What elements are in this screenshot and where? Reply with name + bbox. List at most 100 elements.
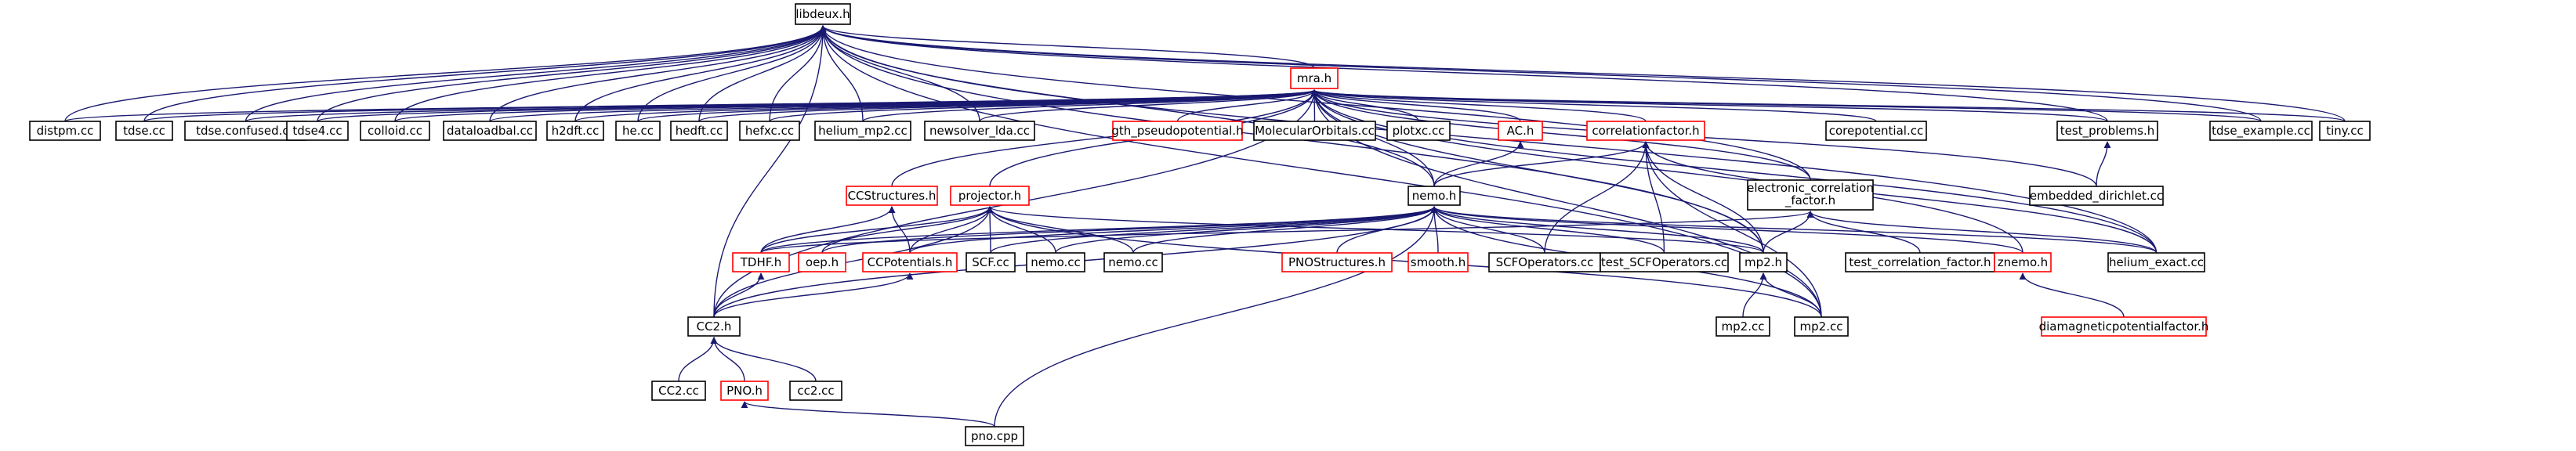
node-h2dft-cc[interactable]: h2dft.cc (546, 121, 604, 141)
edge-projector-h-to-oep-h (821, 206, 994, 254)
edge-projector-h-to-scf-cc (986, 206, 994, 254)
node-hefxc-cc[interactable]: hefxc.cc (739, 121, 800, 141)
node-plotxc-cc[interactable]: plotxc.cc (1386, 121, 1451, 141)
edge-libdeux-h-to-tdse-confused-cc (245, 25, 827, 122)
node-pno-cpp[interactable]: pno.cpp (965, 426, 1024, 446)
node-ac-h[interactable]: AC.h (1498, 121, 1543, 141)
edge-mra-h-to-electronic-correlation-factor-h (1310, 89, 1811, 181)
node-cc2-cc-1[interactable]: CC2.cc (651, 381, 706, 401)
node-molecularorbitals-cc[interactable]: MolecularOrbitals.cc (1253, 121, 1376, 141)
node-box (115, 121, 173, 141)
node-test-correlation-factor-h[interactable]: test_correlation_factor.h (1845, 252, 1995, 272)
node-test-problems-h[interactable]: test_problems.h (2056, 121, 2158, 141)
edge-projector-h-to-tdhf-h (760, 206, 994, 254)
node-nemo-cc-2[interactable]: nemo.cc (1103, 252, 1163, 272)
node-tdhf-h[interactable]: TDHF.h (732, 252, 790, 272)
node-label: hedft.cc (676, 124, 723, 138)
node-label: projector.h (958, 189, 1021, 203)
node-nemo-h[interactable]: nemo.h (1408, 186, 1461, 206)
node-box (846, 186, 938, 206)
node-test-scfoperators-cc[interactable]: test_SCFOperators.cc (1600, 252, 1729, 272)
node-znemo-h[interactable]: znemo.h (1994, 252, 2052, 272)
node-label: helium_mp2.cc (818, 124, 908, 139)
node-box (1747, 179, 1874, 211)
node-label: CC2.h (697, 319, 732, 334)
node-tdse-confused-cc[interactable]: tdse.confused.cc (184, 121, 307, 141)
node-box (1103, 252, 1163, 272)
node-projector-h[interactable]: projector.h (950, 186, 1030, 206)
node-ccstructures-h[interactable]: CCStructures.h (846, 186, 938, 206)
edge-libdeux-h-to-tdse-cc (143, 25, 827, 122)
node-tiny-cc[interactable]: tiny.cc (2319, 121, 2371, 141)
node-box (29, 121, 101, 141)
node-label: tiny.cc (2326, 124, 2364, 138)
node-cc2-h[interactable]: CC2.h (687, 316, 741, 337)
edge-libdeux-h-to-h2dft-cc (574, 25, 827, 122)
node-label: nemo.cc (1031, 255, 1081, 269)
node-mp2-cc-1[interactable]: mp2.cc (1716, 316, 1770, 337)
node-box (1739, 252, 1788, 272)
node-correlationfactor-h[interactable]: correlationfactor.h (1586, 121, 1705, 141)
node-label: pno.cpp (971, 429, 1018, 443)
node-box (950, 186, 1030, 206)
node-pnostructures-h[interactable]: PNOStructures.h (1281, 252, 1393, 272)
node-newsolver-lda-cc[interactable]: newsolver_lda.cc (924, 121, 1035, 141)
node-label: cc2.cc (797, 384, 834, 398)
edge-ac-h-to-nemo-h (1433, 141, 1524, 187)
edge-electronic-correlation-factor-h-to-test-correlation-factor-h (1806, 211, 1921, 254)
node-label: test_correlation_factor.h (1849, 255, 1991, 270)
node-helium-mp2-cc[interactable]: helium_mp2.cc (814, 121, 911, 141)
node-label: tdse.confused.cc (196, 124, 295, 138)
node-box (1825, 121, 1927, 141)
edge-nemo-h-to-nemo-cc-1 (1055, 206, 1438, 254)
node-scf-cc[interactable]: SCF.cc (966, 252, 1016, 272)
node-colloid-cc[interactable]: colloid.cc (360, 121, 430, 141)
node-box (2319, 121, 2371, 141)
node-oep-h[interactable]: oep.h (798, 252, 846, 272)
node-label: znemo.h (1998, 255, 2048, 269)
node-label: CCPotentials.h (868, 255, 953, 269)
node-box (2029, 186, 2164, 206)
node-helium-exact-cc[interactable]: helium_exact.cc (2107, 252, 2205, 272)
edge-ccstructures-h-to-tdhf-h (760, 206, 896, 254)
node-dataloadbal-cc[interactable]: dataloadbal.cc (443, 121, 537, 141)
node-mp2-cc-2[interactable]: mp2.cc (1794, 316, 1849, 337)
node-electronic-correlation-factor-h[interactable]: electronic_correlation _factor.h (1747, 179, 1874, 211)
node-mra-h[interactable]: mra.h (1290, 67, 1339, 89)
edge-libdeux-h-to-mra-h (819, 25, 1315, 69)
node-tdse-example-cc[interactable]: tdse_example.cc (2209, 121, 2313, 141)
edge-znemo-h-to-diamagneticpotentialfactor-h (2019, 272, 2125, 318)
node-distpm-cc[interactable]: distpm.cc (29, 121, 101, 141)
node-ccpotentials-h[interactable]: CCPotentials.h (862, 252, 958, 272)
node-mp2-h[interactable]: mp2.h (1739, 252, 1788, 272)
node-libdeux-h[interactable]: libdeux.h (795, 3, 851, 25)
edge-mra-h-to-mp2-h (1310, 89, 1764, 254)
node-label: PNO.h (726, 384, 763, 398)
node-he-cc[interactable]: he.cc (615, 121, 661, 141)
node-diamagneticpotentialfactor-h[interactable]: diamagneticpotentialfactor.h (2039, 316, 2209, 337)
node-gth-pseudopotential-h[interactable]: gth_pseudopotential.h (1111, 121, 1244, 141)
node-label: newsolver_lda.cc (929, 124, 1030, 139)
node-label: smooth.h (1411, 255, 1466, 269)
node-label: dataloadbal.cc (447, 124, 533, 138)
node-box (1253, 121, 1376, 141)
node-label: SCF.cc (972, 255, 1009, 269)
node-nemo-cc-1[interactable]: nemo.cc (1026, 252, 1085, 272)
edge-libdeux-h-to-distpm-cc (64, 25, 827, 122)
edge-nemo-h-to-pno-cpp (994, 206, 1438, 428)
node-tdse-cc[interactable]: tdse.cc (115, 121, 173, 141)
node-pno-h[interactable]: PNO.h (720, 381, 769, 401)
node-box (1290, 67, 1339, 89)
node-box (965, 426, 1024, 446)
node-corepotential-cc[interactable]: corepotential.cc (1825, 121, 1927, 141)
node-hedft-cc[interactable]: hedft.cc (670, 121, 728, 141)
node-box (184, 121, 307, 141)
node-smooth-h[interactable]: smooth.h (1408, 252, 1469, 272)
node-layer: libdeux.h mra.h distpm.cc tdse.cc tdse.confu… (29, 3, 2371, 446)
node-tdse4-cc[interactable]: tdse4.cc (286, 121, 349, 141)
edge-ccpotentials-h-to-cc2-h (713, 272, 914, 318)
edge-mp2-h-to-mp2-cc-2 (1759, 272, 1822, 318)
node-scfoperators-cc[interactable]: SCFOperators.cc (1488, 252, 1601, 272)
node-embedded-dirichlet-cc[interactable]: embedded_dirichlet.cc (2029, 186, 2164, 206)
node-cc2-cc-2[interactable]: cc2.cc (789, 381, 842, 401)
